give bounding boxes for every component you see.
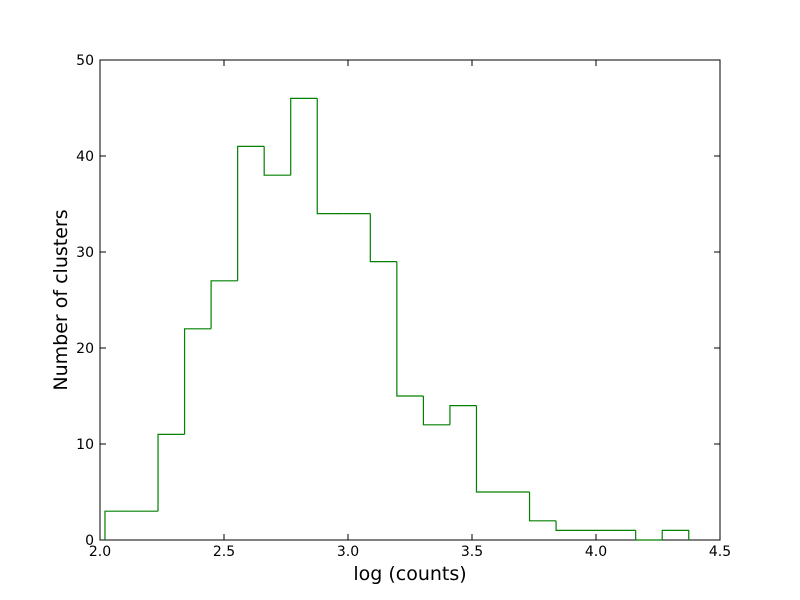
x-tick-label: 3.5 xyxy=(461,544,483,560)
histogram-step xyxy=(422,396,450,426)
histogram-step xyxy=(237,145,265,281)
histogram-step xyxy=(104,510,132,540)
y-tick-label: 10 xyxy=(76,437,94,453)
y-tick-label: 20 xyxy=(76,341,94,357)
y-tick-label: 40 xyxy=(76,149,94,165)
histogram-step xyxy=(475,405,503,493)
histogram-step xyxy=(290,97,318,176)
x-tick-label: 2.5 xyxy=(213,544,235,560)
histogram-step xyxy=(635,530,663,541)
histogram-step xyxy=(316,98,344,215)
y-tick-label: 0 xyxy=(85,533,94,549)
x-tick-label: 2.0 xyxy=(89,544,111,560)
x-axis-label: log (counts) xyxy=(353,563,466,585)
x-tick-label: 3.0 xyxy=(337,544,359,560)
x-tick-label: 4.5 xyxy=(709,544,731,560)
histogram-step xyxy=(369,213,397,263)
histogram-step xyxy=(210,280,238,329)
y-tick-label: 50 xyxy=(76,53,94,69)
histogram-step xyxy=(661,529,690,540)
histogram-step xyxy=(263,146,291,176)
histogram-step xyxy=(528,492,557,522)
x-tick-label: 4.0 xyxy=(585,544,607,560)
histogram-step xyxy=(449,405,477,425)
histogram-step xyxy=(396,261,424,397)
plot-frame xyxy=(99,59,721,541)
histogram-step xyxy=(183,328,212,435)
histogram-step xyxy=(555,520,583,531)
histogram-step xyxy=(157,433,185,512)
y-tick-label: 30 xyxy=(76,245,94,261)
y-axis-label: Number of clusters xyxy=(50,209,72,390)
